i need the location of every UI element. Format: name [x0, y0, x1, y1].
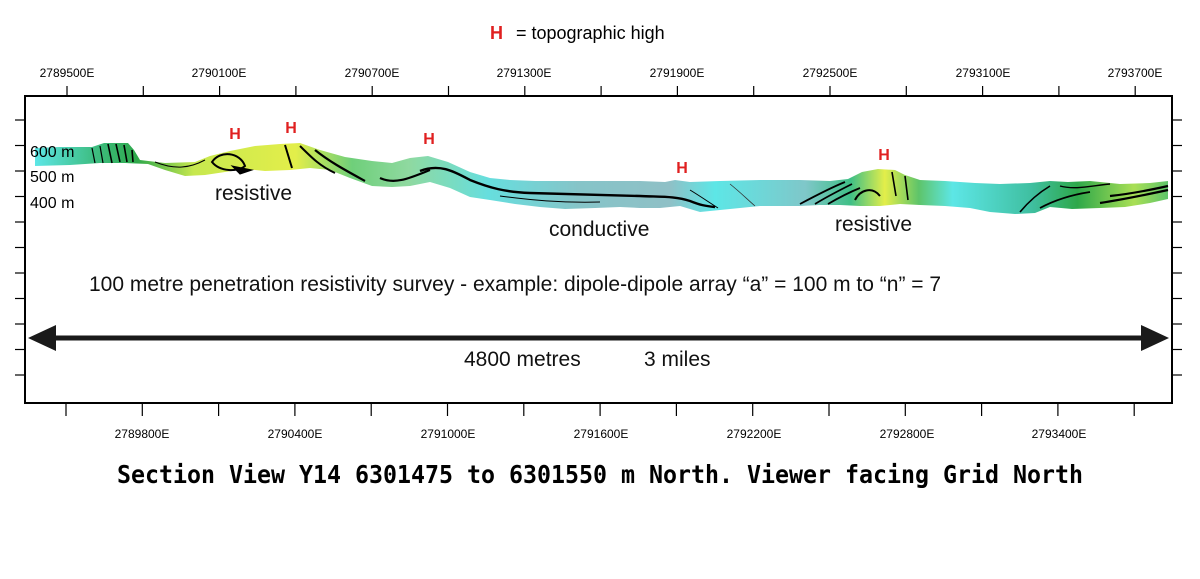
distance-arrow — [28, 325, 1169, 351]
contour-line — [499, 195, 601, 203]
top-tick-label: 2793100E — [956, 66, 1011, 80]
distance-metres: 4800 metres — [464, 348, 581, 371]
top-tick-label: 2791900E — [650, 66, 705, 80]
bottom-tick-label: 2789800E — [115, 427, 170, 441]
bottom-tick-label: 2792200E — [727, 427, 782, 441]
topographic-high-marker: H — [676, 160, 688, 177]
contour-line — [1099, 188, 1169, 205]
top-tick-label: 2792500E — [803, 66, 858, 80]
contour-line — [689, 189, 719, 209]
axis-ticks — [15, 86, 1182, 416]
profile-body — [35, 143, 1168, 214]
contour-line — [814, 183, 853, 205]
bottom-tick-label: 2791600E — [574, 427, 629, 441]
depth-label-500: 500 m — [30, 169, 74, 186]
topographic-high-marker: H — [285, 120, 297, 137]
top-tick-label: 2791300E — [497, 66, 552, 80]
contour-line — [1109, 184, 1169, 198]
annotation-resistive-right: resistive — [835, 213, 912, 236]
contour-line — [1059, 183, 1111, 189]
legend-h-symbol: H — [490, 23, 503, 43]
contour-line — [91, 145, 104, 164]
distance-miles: 3 miles — [644, 348, 711, 371]
contour-line — [891, 171, 909, 201]
top-tick-label: 2789500E — [40, 66, 95, 80]
topographic-high-marker: H — [423, 131, 435, 148]
resistivity-profile — [35, 143, 1169, 214]
depth-label-400: 400 m — [30, 195, 74, 212]
contour-line — [827, 187, 861, 205]
bottom-axis-labels: 2789800E 2790400E 2791000E 2791600E 2792… — [115, 427, 1087, 441]
topographic-high-marker: H — [229, 126, 241, 143]
legend-text: = topographic high — [516, 23, 665, 43]
section-title: Section View Y14 6301475 to 6301550 m No… — [117, 460, 1083, 489]
contour-line — [854, 189, 881, 201]
contour-line — [1019, 185, 1051, 213]
survey-description: 100 metre penetration resistivity survey… — [89, 273, 941, 296]
contour-line — [210, 153, 247, 172]
bottom-tick-label: 2790400E — [268, 427, 323, 441]
contour-line — [314, 149, 366, 182]
topographic-high-marker: H — [878, 147, 890, 164]
depth-label-600: 600 m — [30, 144, 74, 161]
annotation-conductive: conductive — [549, 218, 649, 241]
bottom-tick-label: 2791000E — [421, 427, 476, 441]
contour-line — [154, 159, 206, 168]
top-tick-label: 2790100E — [192, 66, 247, 80]
plot-frame — [24, 95, 1173, 404]
bottom-tick-label: 2792800E — [880, 427, 935, 441]
top-tick-label: 2793700E — [1108, 66, 1163, 80]
contour-line — [419, 166, 716, 209]
contour-line — [284, 144, 293, 169]
bottom-tick-label: 2793400E — [1032, 427, 1087, 441]
contour-line — [729, 183, 756, 207]
top-axis-labels: 2789500E 2790100E 2790700E 2791300E 2791… — [40, 66, 1163, 80]
contour-line — [230, 165, 254, 175]
annotation-resistive-left: resistive — [215, 182, 292, 205]
contour-line — [1039, 191, 1091, 209]
contour-line — [107, 143, 134, 164]
contour-line — [299, 145, 336, 174]
contour-line — [379, 168, 431, 182]
contour-line — [799, 181, 846, 205]
top-tick-label: 2790700E — [345, 66, 400, 80]
